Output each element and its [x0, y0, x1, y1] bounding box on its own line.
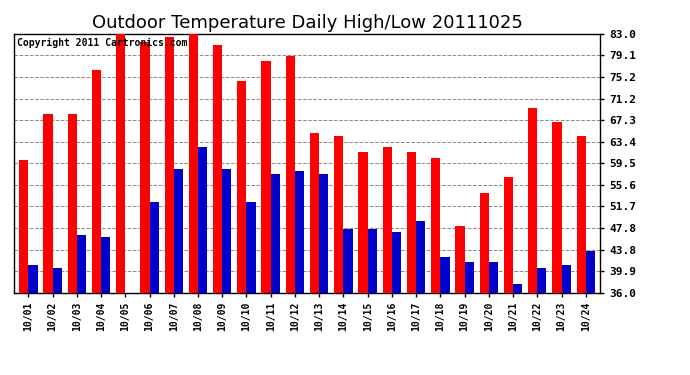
Bar	[504, 177, 513, 292]
Bar	[552, 122, 562, 292]
Bar	[577, 136, 586, 292]
Bar	[455, 226, 464, 292]
Bar	[164, 36, 174, 292]
Bar	[489, 262, 498, 292]
Bar	[92, 69, 101, 292]
Bar	[319, 174, 328, 292]
Bar	[19, 160, 28, 292]
Bar	[431, 158, 440, 292]
Bar	[528, 108, 538, 292]
Bar	[538, 268, 546, 292]
Bar	[480, 194, 489, 292]
Bar	[28, 265, 37, 292]
Bar	[440, 257, 450, 292]
Bar	[270, 174, 280, 292]
Bar	[586, 251, 595, 292]
Bar	[513, 284, 522, 292]
Bar	[213, 45, 222, 292]
Bar	[174, 169, 183, 292]
Bar	[77, 235, 86, 292]
Bar	[237, 81, 246, 292]
Bar	[262, 61, 270, 292]
Bar	[222, 169, 231, 292]
Bar	[150, 202, 159, 292]
Bar	[189, 31, 198, 292]
Bar	[416, 221, 425, 292]
Bar	[358, 152, 368, 292]
Bar	[383, 147, 392, 292]
Bar	[295, 171, 304, 292]
Text: Copyright 2011 Cartronics.com: Copyright 2011 Cartronics.com	[17, 38, 187, 48]
Title: Outdoor Temperature Daily High/Low 20111025: Outdoor Temperature Daily High/Low 20111…	[92, 14, 522, 32]
Bar	[344, 229, 353, 292]
Bar	[140, 42, 150, 292]
Bar	[43, 114, 52, 292]
Bar	[52, 268, 62, 292]
Bar	[286, 56, 295, 292]
Bar	[198, 147, 207, 292]
Bar	[368, 229, 377, 292]
Bar	[310, 133, 319, 292]
Bar	[464, 262, 474, 292]
Bar	[246, 202, 256, 292]
Bar	[101, 237, 110, 292]
Bar	[116, 31, 126, 292]
Bar	[334, 136, 344, 292]
Bar	[562, 265, 571, 292]
Bar	[407, 152, 416, 292]
Bar	[68, 114, 77, 292]
Bar	[392, 232, 401, 292]
